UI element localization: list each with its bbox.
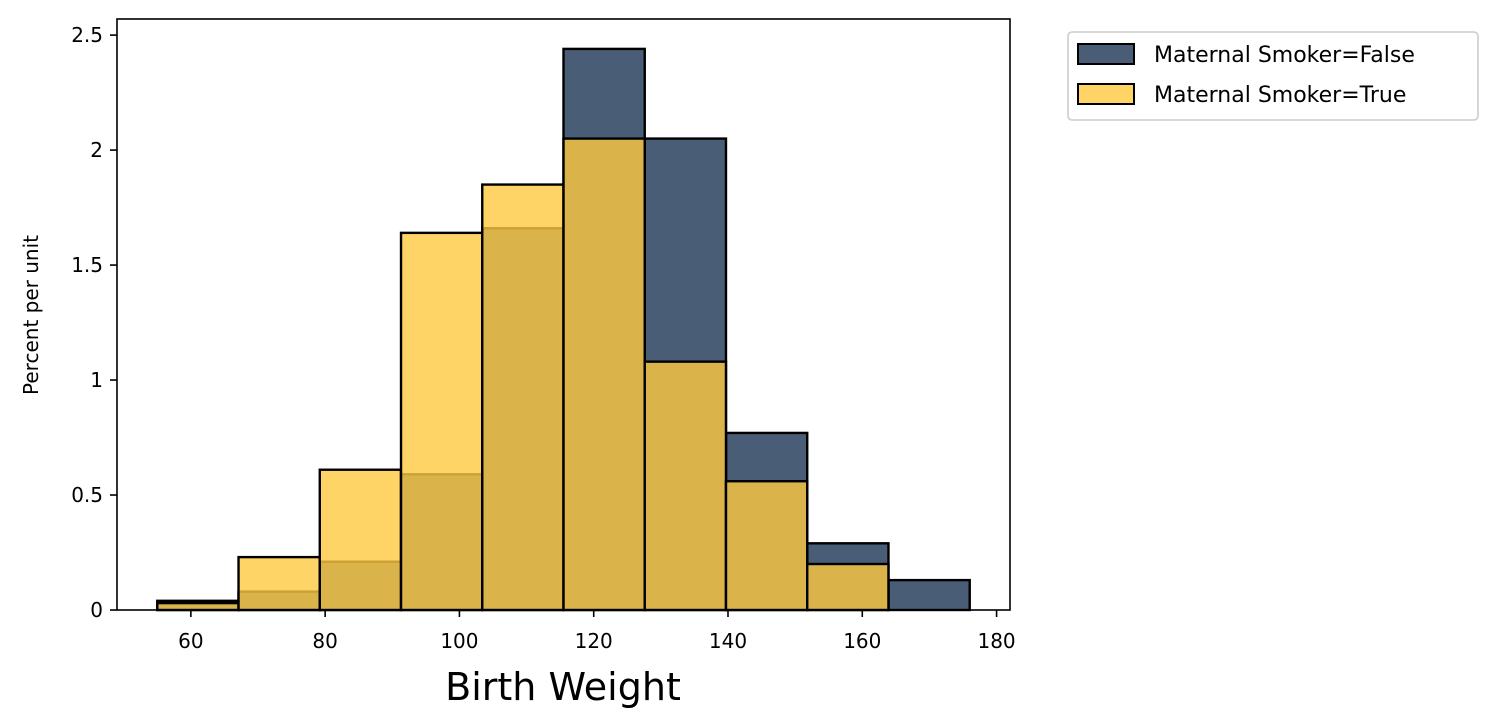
histogram-bar <box>318 468 403 612</box>
y-tick-label: 1 <box>90 368 103 392</box>
plot-frame <box>116 18 1011 611</box>
y-axis: 0 0.5 1 1.5 2 2.5 <box>71 23 117 622</box>
legend-swatch <box>1077 83 1135 105</box>
x-tick-label: 160 <box>843 629 881 653</box>
y-tick-label: 2 <box>90 138 103 162</box>
legend: Maternal Smoker=False Maternal Smoker=Tru… <box>1067 31 1479 121</box>
y-tick-label: 2.5 <box>71 23 103 47</box>
plot-area <box>116 18 1011 612</box>
legend-label: Maternal Smoker=False <box>1154 43 1415 68</box>
histogram-bar <box>806 562 890 612</box>
x-axis-title: Birth Weight <box>445 665 681 709</box>
legend-frame <box>1067 31 1479 121</box>
y-tick-label: 0.5 <box>71 483 103 507</box>
y-tick-label: 0 <box>90 598 103 622</box>
histogram-bar <box>887 578 971 612</box>
x-tick-label: 60 <box>178 629 203 653</box>
histogram-bar <box>562 137 646 612</box>
histogram-bar <box>399 231 484 612</box>
histogram-bar <box>237 555 321 612</box>
x-axis: 60 80 100 120 140 160 180 <box>178 610 1016 653</box>
histogram-bar <box>724 480 809 612</box>
x-tick-label: 180 <box>977 629 1015 653</box>
y-tick-label: 1.5 <box>71 253 103 277</box>
x-tick-label: 120 <box>575 629 613 653</box>
histogram-bar <box>156 601 240 612</box>
y-axis-title: Percent per unit <box>19 235 43 395</box>
legend-label: Maternal Smoker=True <box>1154 83 1406 108</box>
x-tick-label: 100 <box>440 629 478 653</box>
series-smoker-true <box>156 137 890 612</box>
x-tick-label: 80 <box>312 629 337 653</box>
histogram-bar <box>481 183 565 612</box>
x-tick-label: 140 <box>709 629 747 653</box>
legend-swatch <box>1077 43 1135 65</box>
histogram-bar <box>643 360 728 612</box>
